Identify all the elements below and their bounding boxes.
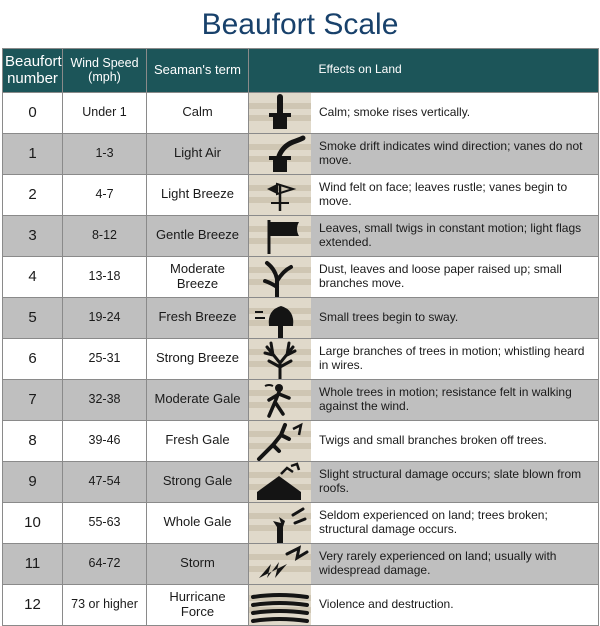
table-row: 11-3Light Air Smoke drift indicates wind… bbox=[3, 133, 599, 174]
cell-effect: Seldom experienced on land; trees broken… bbox=[311, 502, 599, 543]
cell-number: 8 bbox=[3, 420, 63, 461]
cell-effect: Large branches of trees in motion; whist… bbox=[311, 338, 599, 379]
chimney-calm-icon bbox=[249, 92, 311, 133]
table-row: 839-46Fresh Gale Twigs and small branche… bbox=[3, 420, 599, 461]
cell-term: Light Air bbox=[147, 133, 249, 174]
table-body: 0Under 1Calm Calm; smoke rises verticall… bbox=[3, 92, 599, 625]
weathervane-icon bbox=[249, 174, 311, 215]
page-title: Beaufort Scale bbox=[0, 0, 600, 48]
cell-effect: Calm; smoke rises vertically. bbox=[311, 92, 599, 133]
cell-number: 6 bbox=[3, 338, 63, 379]
cell-number: 10 bbox=[3, 502, 63, 543]
cell-speed: 25-31 bbox=[63, 338, 147, 379]
cell-number: 1 bbox=[3, 133, 63, 174]
tree-broken-icon bbox=[249, 502, 311, 543]
tree-bare-icon bbox=[249, 338, 311, 379]
table-row: 625-31Strong Breeze Large branches of tr… bbox=[3, 338, 599, 379]
cell-speed: 32-38 bbox=[63, 379, 147, 420]
cell-speed: 64-72 bbox=[63, 543, 147, 584]
cell-number: 7 bbox=[3, 379, 63, 420]
cell-number: 2 bbox=[3, 174, 63, 215]
cell-effect: Slight structural damage occurs; slate b… bbox=[311, 461, 599, 502]
table-row: 519-24Fresh Breeze Small trees begin to … bbox=[3, 297, 599, 338]
cell-number: 5 bbox=[3, 297, 63, 338]
cell-speed: 47-54 bbox=[63, 461, 147, 502]
cell-number: 3 bbox=[3, 215, 63, 256]
cell-speed: Under 1 bbox=[63, 92, 147, 133]
cell-effect: Dust, leaves and loose paper raised up; … bbox=[311, 256, 599, 297]
cell-effect: Violence and destruction. bbox=[311, 584, 599, 625]
flag-icon bbox=[249, 215, 311, 256]
cell-speed: 8-12 bbox=[63, 215, 147, 256]
cell-speed: 39-46 bbox=[63, 420, 147, 461]
cell-speed: 73 or higher bbox=[63, 584, 147, 625]
storm-icon bbox=[249, 543, 311, 584]
table-row: 732-38Moderate Gale Whole trees in motio… bbox=[3, 379, 599, 420]
cell-term: Strong Breeze bbox=[147, 338, 249, 379]
table-row: 1273 or higherHurricane Force Violence a… bbox=[3, 584, 599, 625]
cell-effect: Very rarely experienced on land; usually… bbox=[311, 543, 599, 584]
cell-term: Hurricane Force bbox=[147, 584, 249, 625]
table-row: 38-12Gentle Breeze Leaves, small twigs i… bbox=[3, 215, 599, 256]
cell-speed: 1-3 bbox=[63, 133, 147, 174]
cell-speed: 4-7 bbox=[63, 174, 147, 215]
cell-term: Light Breeze bbox=[147, 174, 249, 215]
broken-branch-icon bbox=[249, 420, 311, 461]
cell-number: 0 bbox=[3, 92, 63, 133]
col-header-speed: Wind Speed(mph) bbox=[63, 49, 147, 93]
cell-effect: Leaves, small twigs in constant motion; … bbox=[311, 215, 599, 256]
col-header-number: Beaufortnumber bbox=[3, 49, 63, 93]
cell-term: Calm bbox=[147, 92, 249, 133]
beaufort-table: BeaufortnumberWind Speed(mph)Seaman's te… bbox=[2, 48, 599, 626]
roof-damage-icon bbox=[249, 461, 311, 502]
cell-term: Moderate Gale bbox=[147, 379, 249, 420]
walker-icon bbox=[249, 379, 311, 420]
cell-number: 4 bbox=[3, 256, 63, 297]
col-header-effect: Effects on Land bbox=[311, 49, 599, 93]
cell-speed: 55-63 bbox=[63, 502, 147, 543]
cell-term: Fresh Gale bbox=[147, 420, 249, 461]
col-header-icon bbox=[249, 49, 311, 93]
cell-effect: Twigs and small branches broken off tree… bbox=[311, 420, 599, 461]
col-header-term: Seaman's term bbox=[147, 49, 249, 93]
table-row: 947-54Strong Gale Slight structural dama… bbox=[3, 461, 599, 502]
table-row: 1055-63Whole Gale Seldom experienced on … bbox=[3, 502, 599, 543]
table-header: BeaufortnumberWind Speed(mph)Seaman's te… bbox=[3, 49, 599, 93]
cell-term: Moderate Breeze bbox=[147, 256, 249, 297]
cell-effect: Wind felt on face; leaves rustle; vanes … bbox=[311, 174, 599, 215]
cell-term: Fresh Breeze bbox=[147, 297, 249, 338]
cell-number: 11 bbox=[3, 543, 63, 584]
cell-number: 12 bbox=[3, 584, 63, 625]
tree-sway-icon bbox=[249, 256, 311, 297]
cell-speed: 19-24 bbox=[63, 297, 147, 338]
table-row: 24-7Light Breeze Wind felt on face; leav… bbox=[3, 174, 599, 215]
cell-term: Storm bbox=[147, 543, 249, 584]
hurricane-icon bbox=[249, 584, 311, 625]
cell-speed: 13-18 bbox=[63, 256, 147, 297]
cell-term: Gentle Breeze bbox=[147, 215, 249, 256]
cell-number: 9 bbox=[3, 461, 63, 502]
chimney-drift-icon bbox=[249, 133, 311, 174]
cell-term: Strong Gale bbox=[147, 461, 249, 502]
table-row: 1164-72Storm Very rarely experienced on … bbox=[3, 543, 599, 584]
table-row: 413-18Moderate Breeze Dust, leaves and l… bbox=[3, 256, 599, 297]
table-row: 0Under 1Calm Calm; smoke rises verticall… bbox=[3, 92, 599, 133]
cell-effect: Smoke drift indicates wind direction; va… bbox=[311, 133, 599, 174]
cell-effect: Whole trees in motion; resistance felt i… bbox=[311, 379, 599, 420]
cell-effect: Small trees begin to sway. bbox=[311, 297, 599, 338]
tree-small-icon bbox=[249, 297, 311, 338]
cell-term: Whole Gale bbox=[147, 502, 249, 543]
